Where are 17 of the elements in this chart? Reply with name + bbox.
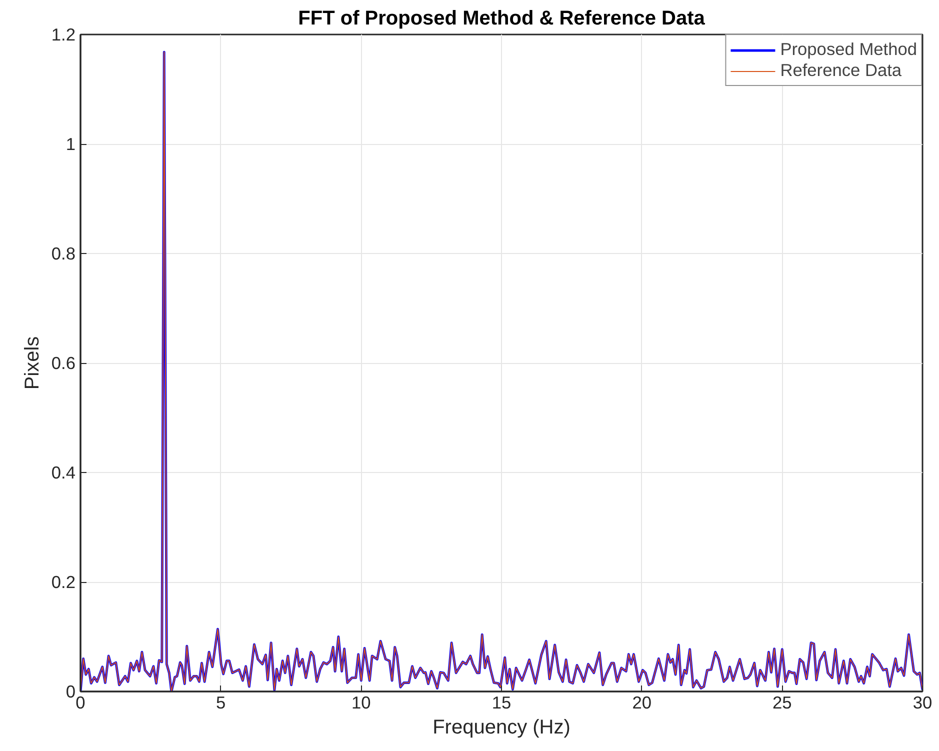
x-tick-label: 5 [216,692,226,712]
x-tick-label: 10 [352,692,371,712]
x-tick-label: 30 [912,692,932,712]
y-tick-label: 0.8 [51,244,76,264]
y-axis-title: Pixels [21,336,44,390]
x-tick-label: 25 [772,692,792,712]
legend-label: Proposed Method [780,39,917,60]
y-tick-label: 0.6 [51,353,76,373]
chart-title: FFT of Proposed Method & Reference Data [298,8,706,30]
x-axis-title: Frequency (Hz) [432,716,570,738]
y-tick-label: 0.2 [51,572,76,592]
y-tick-label: 0.4 [51,462,76,482]
legend-label: Reference Data [780,60,902,81]
y-tick-label: 1 [66,134,76,154]
x-tick-label: 15 [492,692,512,712]
y-tick-label: 1.2 [51,24,76,44]
x-tick-label: 20 [632,692,652,712]
